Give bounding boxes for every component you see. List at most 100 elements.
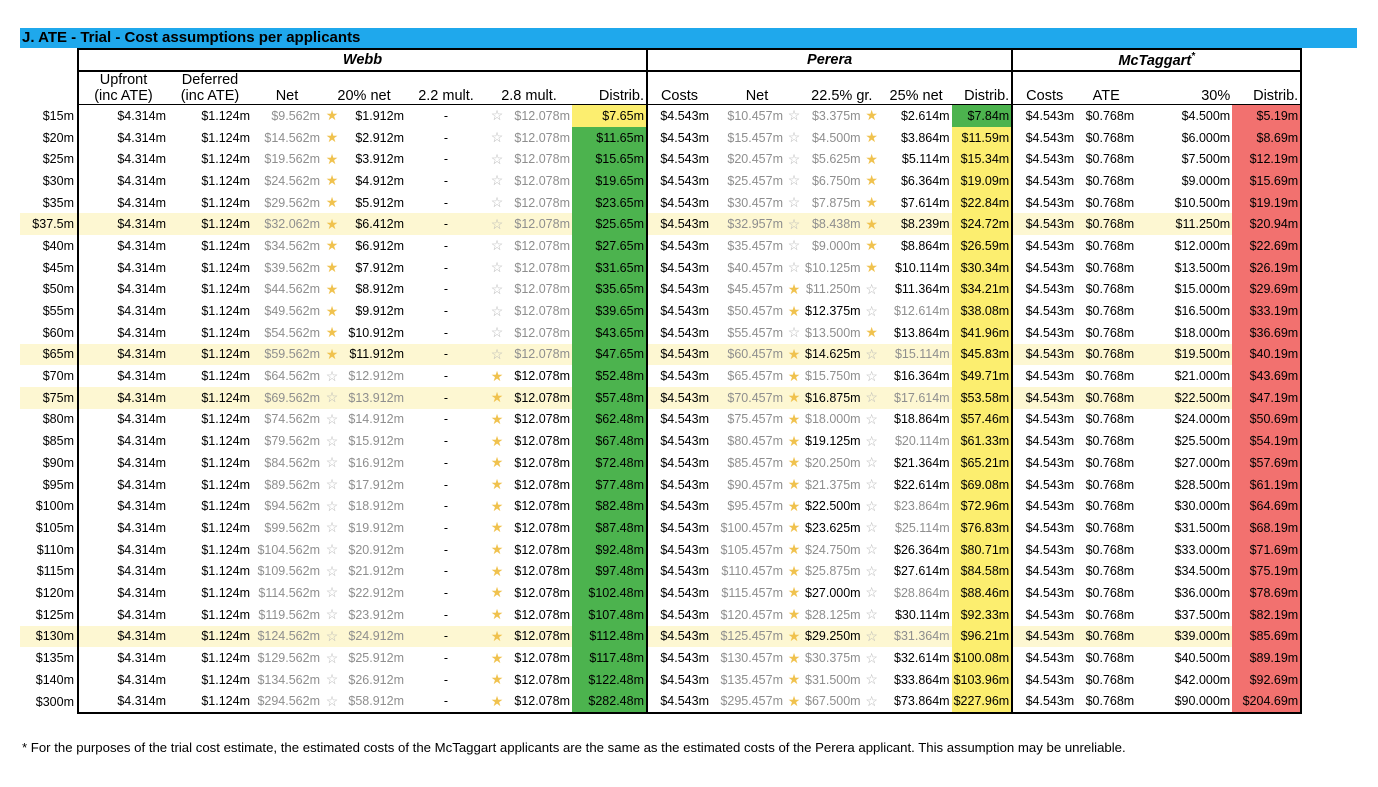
- mctaggart-30: $19.500m: [1136, 343, 1233, 366]
- star-outline-icon: ☆: [490, 324, 504, 341]
- star-filled-icon: ★: [787, 671, 801, 688]
- mctaggart-30: $12.000m: [1174, 238, 1231, 253]
- star-cell: ★: [322, 343, 342, 366]
- star-cell: ☆: [322, 474, 342, 496]
- webb-20-net: $58.912m: [342, 690, 406, 715]
- mctaggart-ate: $0.768m: [1085, 542, 1135, 557]
- webb-deferred: $1.124m: [168, 213, 252, 236]
- star-outline-icon: ☆: [325, 476, 339, 493]
- star-cell: ★: [486, 495, 508, 517]
- star-outline-icon: ☆: [490, 345, 504, 362]
- mctaggart-ate: $0.768m: [1085, 607, 1135, 622]
- star-outline-icon: ☆: [787, 172, 801, 189]
- webb-deferred: $1.124m: [168, 343, 252, 366]
- webb-distrib: $27.65m: [572, 235, 647, 257]
- webb-distrib: $23.65m: [572, 191, 647, 214]
- mctaggart-costs: $4.543m: [1011, 321, 1077, 344]
- mctaggart-ate: $0.768m: [1076, 625, 1137, 648]
- webb-2-8-mult: $12.078m: [514, 173, 570, 188]
- star-cell: ☆: [863, 647, 881, 669]
- star-outline-icon: ☆: [490, 280, 504, 297]
- star-cell: ★: [785, 560, 803, 582]
- star-cell: ☆: [322, 365, 342, 387]
- star-filled-icon: ★: [490, 389, 504, 406]
- star-cell: ☆: [322, 582, 342, 604]
- row-label: $115m: [36, 564, 74, 579]
- star-outline-icon: ☆: [325, 692, 339, 709]
- table-row: $55m $4.314m $1.124m $49.562m ★ $9.912m - ☆ $12.…: [20, 300, 1303, 322]
- star-outline-icon: ☆: [325, 519, 339, 536]
- webb-deferred: $1.124m: [201, 195, 250, 210]
- webb-net: $14.562m: [264, 130, 320, 145]
- star-cell: ☆: [322, 386, 342, 409]
- star-outline-icon: ☆: [490, 129, 504, 146]
- group-perera: Perera: [647, 48, 1014, 72]
- perera-costs: $4.543m: [646, 452, 711, 474]
- star-filled-icon: ★: [787, 454, 801, 471]
- mctaggart-costs: $4.543m: [1011, 473, 1077, 496]
- star-filled-icon: ★: [490, 454, 504, 471]
- star-cell: ★: [486, 669, 508, 691]
- star-filled-icon: ★: [325, 259, 339, 276]
- webb-distrib: $25.65m: [572, 213, 647, 236]
- mctaggart-distrib: $54.19m: [1232, 430, 1303, 452]
- star-cell: ☆: [863, 517, 881, 539]
- col-header: Deferred (inc ATE): [168, 71, 252, 105]
- star-cell: ★: [322, 300, 342, 322]
- mctaggart-costs: $4.543m: [1011, 300, 1077, 322]
- table-row: $40m $4.314m $1.124m $34.562m ★ $6.912m - ☆ $12.…: [20, 235, 1303, 257]
- star-filled-icon: ★: [787, 389, 801, 406]
- webb-distrib: $57.48m: [572, 386, 647, 409]
- mctaggart-ate: $0.768m: [1085, 152, 1135, 167]
- star-filled-icon: ★: [490, 627, 504, 644]
- star-outline-icon: ☆: [490, 194, 504, 211]
- mctaggart-costs: $4.543m: [1011, 148, 1077, 171]
- mctaggart-distrib: $47.19m: [1232, 386, 1303, 409]
- star-cell: ★: [785, 430, 803, 452]
- perera-net: $80.457m: [727, 434, 783, 449]
- webb-20-net: $15.912m: [348, 434, 404, 449]
- webb-deferred: $1.124m: [201, 304, 250, 319]
- star-outline-icon: ☆: [490, 172, 504, 189]
- mctaggart-ate: $0.768m: [1085, 585, 1135, 600]
- star-outline-icon: ☆: [325, 389, 339, 406]
- perera-distrib: $45.83m: [951, 343, 1013, 366]
- star-cell: ★: [863, 170, 881, 192]
- webb-2-8-mult: $12.078m: [514, 260, 570, 275]
- perera-25-net: $20.114m: [894, 434, 950, 449]
- star-outline-icon: ☆: [490, 150, 504, 167]
- star-filled-icon: ★: [325, 237, 339, 254]
- perera-costs: $4.543m: [646, 430, 711, 452]
- group-mctaggart: McTaggart*: [1012, 48, 1303, 72]
- perera-25-net: $5.114m: [901, 152, 950, 167]
- mctaggart-ate: $0.768m: [1085, 195, 1135, 210]
- webb-2-8-mult: $12.078m: [514, 152, 570, 167]
- perera-net: $105.457m: [720, 542, 783, 557]
- mctaggart-30: $31.500m: [1174, 520, 1231, 535]
- perera-net: $130.457m: [720, 651, 783, 666]
- perera-25-net: $33.864m: [894, 672, 950, 687]
- webb-net: $89.562m: [264, 477, 320, 492]
- webb-deferred: $1.124m: [201, 564, 250, 579]
- perera-distrib: $96.21m: [951, 625, 1013, 648]
- webb-2-2-mult: -: [443, 282, 449, 297]
- mctaggart-distrib: $78.69m: [1232, 582, 1303, 604]
- star-cell: ★: [322, 170, 342, 192]
- perera-25-net: $3.864m: [900, 130, 950, 145]
- perera-25-net: $17.614m: [880, 386, 952, 409]
- perera-costs: $4.543m: [646, 582, 711, 604]
- star-cell: ☆: [322, 517, 342, 539]
- star-cell: ☆: [863, 560, 881, 582]
- perera-distrib: $24.72m: [951, 213, 1013, 236]
- mctaggart-30: $24.000m: [1174, 412, 1231, 427]
- mctaggart-ate: $0.768m: [1085, 173, 1135, 188]
- perera-distrib: $72.96m: [951, 495, 1013, 518]
- star-filled-icon: ★: [490, 519, 504, 536]
- perera-net: $35.457m: [727, 238, 783, 253]
- mctaggart-distrib: $15.69m: [1232, 170, 1303, 192]
- star-cell: ★: [322, 279, 342, 301]
- mctaggart-costs: $4.543m: [1011, 668, 1077, 691]
- webb-deferred: $1.124m: [201, 325, 250, 340]
- webb-2-8-mult: $12.078m: [514, 304, 570, 319]
- perera-22-5-gr: $25.875m: [805, 564, 861, 579]
